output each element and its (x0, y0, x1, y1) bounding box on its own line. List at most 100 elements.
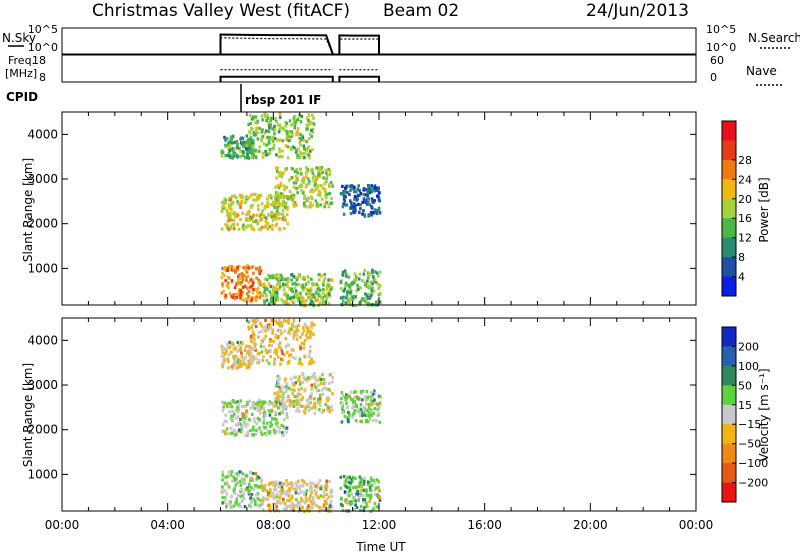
scatter-cell (353, 409, 356, 413)
scatter-cell (259, 476, 263, 480)
scatter-cell (254, 357, 258, 361)
scatter-cell (292, 185, 296, 189)
scatter-cell (225, 223, 229, 227)
scatter-cell (359, 414, 362, 418)
scatter-cell (229, 135, 233, 139)
scatter-cell (283, 427, 287, 431)
scatter-cell (254, 148, 258, 152)
scatter-cell (287, 399, 290, 403)
scatter-cell (377, 286, 380, 291)
scatter-cell (242, 496, 246, 501)
scatter-cell (286, 343, 289, 347)
scatter-cell (281, 217, 284, 221)
scatter-cell (269, 123, 272, 127)
scatter-cell (304, 333, 308, 337)
scatter-cell (276, 191, 279, 195)
scatter-cell (254, 472, 257, 476)
scatter-cell (251, 471, 255, 476)
scatter-cell (260, 211, 264, 215)
scatter-cell (225, 209, 229, 213)
scatter-cell (301, 283, 304, 287)
scatter-cell (357, 287, 360, 291)
scatter-cell (227, 403, 231, 407)
scatter-cell (293, 487, 296, 491)
scatter-cell (267, 302, 271, 306)
scatter-cell (221, 347, 225, 351)
scatter-cell (327, 495, 331, 499)
scatter-cell (270, 494, 274, 499)
scatter-cell (316, 298, 319, 302)
scatter-cell (258, 351, 261, 355)
scatter-cell (257, 194, 261, 198)
scatter-cell (322, 279, 326, 283)
scatter-cell (245, 414, 248, 418)
scatter-cell (365, 493, 369, 497)
scatter-cell (357, 202, 360, 206)
scatter-cell (247, 482, 251, 486)
scatter-cell (258, 403, 262, 407)
scatter-cell (306, 330, 309, 335)
scatter-cell (251, 319, 254, 323)
scatter-cell (295, 483, 298, 487)
scatter-cell (264, 497, 267, 501)
scatter-cell (341, 393, 344, 397)
scatter-cell (241, 290, 245, 294)
scatter-cell (278, 499, 281, 503)
scatter-cell (248, 140, 252, 144)
scatter-cell (370, 184, 373, 188)
scatter-cell (371, 270, 374, 274)
scatter-cell (255, 422, 259, 426)
scatter-cell (375, 419, 378, 423)
scatter-cell (287, 130, 291, 134)
scatter-cell (301, 484, 305, 488)
scatter-cell (327, 292, 331, 296)
scatter-cell (310, 300, 313, 304)
scatter-cell (280, 357, 283, 361)
scatter-cell (363, 407, 366, 411)
scatter-cell (281, 331, 284, 335)
y-tick-label: 2000 (27, 217, 58, 231)
scatter-cell (221, 495, 225, 499)
scatter-cell (244, 424, 248, 428)
scatter-cell (278, 412, 281, 416)
scatter-cell (279, 501, 283, 505)
scatter-cell (344, 485, 348, 489)
scatter-cell (233, 491, 237, 496)
scatter-cell (363, 505, 366, 510)
scatter-cell (252, 428, 255, 432)
scatter-cell (247, 488, 250, 493)
scatter-cell (286, 145, 290, 149)
scatter-cell (328, 388, 332, 392)
scatter-cell (251, 141, 254, 145)
scatter-cell (234, 268, 238, 273)
scatter-cell (230, 268, 234, 272)
scatter-cell (273, 391, 277, 395)
scatter-cell (237, 428, 241, 432)
scatter-cell (364, 292, 367, 296)
scatter-cell (231, 201, 234, 205)
scatter-cell (221, 470, 224, 474)
scatter-cell (264, 413, 267, 417)
scatter-cell (368, 184, 372, 188)
scatter-cell (306, 147, 309, 151)
scatter-cell (363, 281, 366, 285)
scatter-cell (297, 323, 300, 327)
scatter-cell (302, 376, 306, 380)
scatter-cell (240, 199, 243, 204)
scatter-cell (243, 405, 247, 409)
scatter-cell (302, 180, 305, 184)
scatter-cell (244, 355, 247, 359)
scatter-cell (268, 491, 272, 495)
scatter-cell (284, 344, 288, 349)
scatter-cell (266, 226, 270, 230)
scatter-cell (323, 202, 327, 206)
y-tick-label: 1000 (27, 467, 58, 481)
scatter-cell (253, 148, 256, 152)
scatter-cell (221, 485, 224, 489)
scatter-cell (320, 388, 324, 392)
scatter-cell (311, 130, 314, 134)
scatter-cell (249, 362, 252, 366)
scatter-cell (351, 415, 354, 419)
nsky-series-plot (219, 33, 380, 55)
scatter-cell (354, 503, 357, 507)
